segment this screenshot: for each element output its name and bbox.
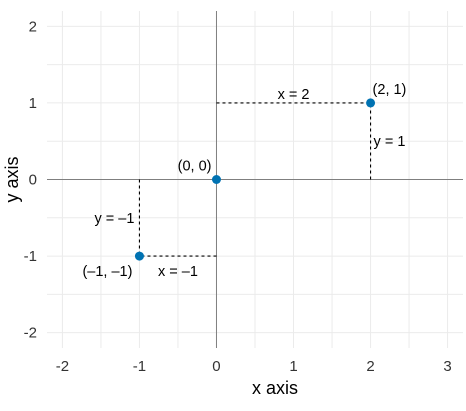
y-tick-label: -1: [24, 248, 37, 265]
point-label: (2, 1): [373, 82, 407, 98]
y-axis-title: y axis: [2, 156, 22, 202]
point-label: (0, 0): [178, 159, 212, 175]
guide-annotation: x = –1: [158, 264, 198, 280]
x-tick-label: 0: [212, 358, 220, 375]
annotations: x = 2 y = 1 y = –1 x = –1: [95, 87, 406, 280]
guide-annotation: y = –1: [95, 211, 135, 227]
point-labels: (2, 1) (0, 0) (–1, –1): [82, 82, 406, 280]
data-point: [211, 175, 221, 184]
x-tick-label: 2: [366, 358, 374, 375]
x-tick-label: -1: [133, 358, 146, 375]
data-point: [134, 251, 144, 261]
y-tick-label: 1: [29, 95, 37, 112]
data-points: [134, 98, 376, 261]
y-tick-label: -2: [24, 325, 37, 342]
x-tick-label: 1: [289, 358, 297, 375]
x-tick-label: 3: [443, 358, 451, 375]
point-label: (–1, –1): [82, 264, 132, 280]
x-tick-labels: -2 -1 0 1 2 3: [56, 358, 452, 375]
x-axis-title: x axis: [252, 378, 298, 398]
guide-annotation: y = 1: [374, 134, 406, 150]
y-tick-label: 2: [29, 18, 37, 35]
data-point: [366, 98, 376, 108]
x-tick-label: -2: [56, 358, 69, 375]
y-tick-label: 0: [29, 172, 37, 189]
guide-annotation: x = 2: [278, 87, 310, 103]
guide-lines: [138, 102, 372, 257]
y-tick-labels: -2 -1 0 1 2: [24, 18, 37, 341]
